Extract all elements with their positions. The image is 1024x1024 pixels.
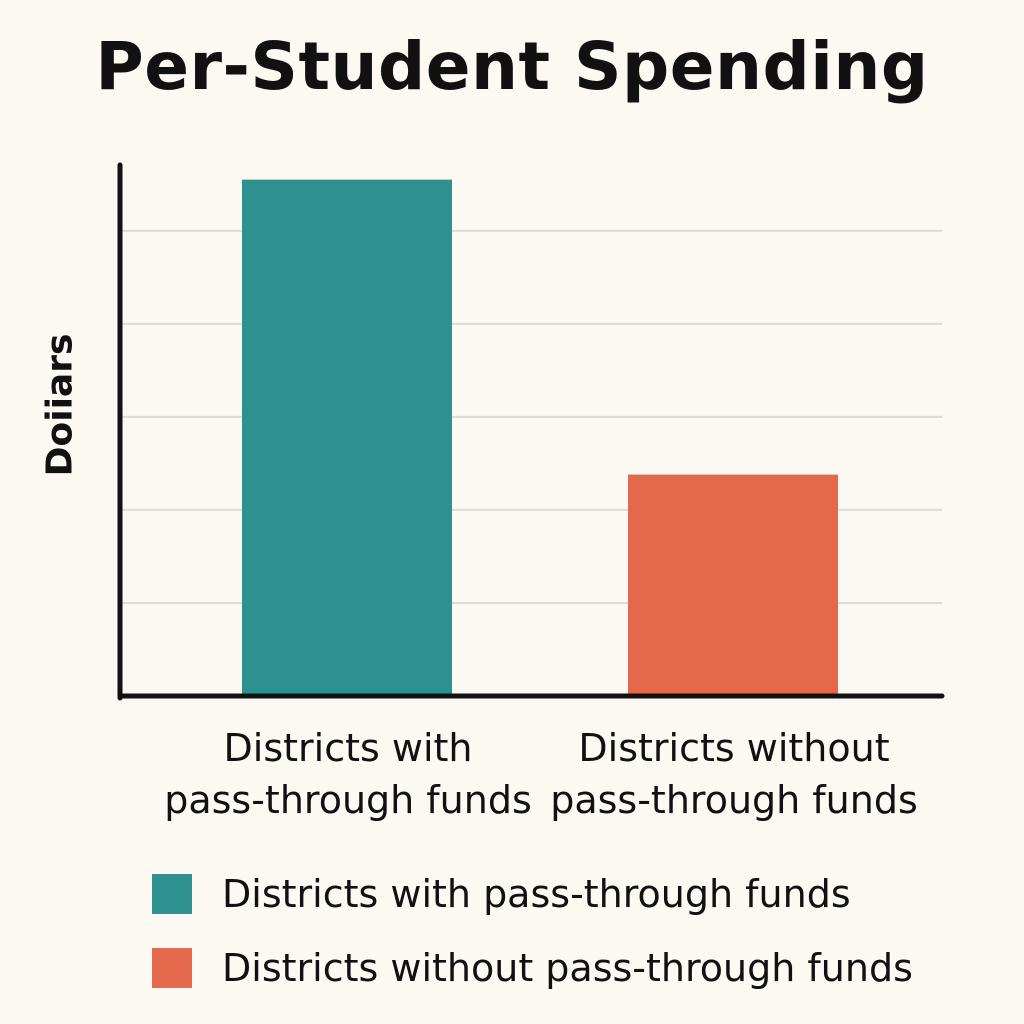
legend-item-with-funds: Districts with pass-through funds	[152, 870, 913, 918]
legend-swatch-without-funds	[152, 948, 192, 988]
x-tick-label-without-funds: Districts without pass-through funds	[550, 726, 918, 822]
bar-1	[628, 474, 838, 696]
legend: Districts with pass-through funds Distri…	[152, 870, 913, 1018]
chart-title: Per-Student Spending	[95, 28, 929, 105]
legend-label-without-funds: Districts without pass-through funds	[222, 946, 913, 990]
legend-label-with-funds: Districts with pass-through funds	[222, 872, 851, 916]
legend-swatch-with-funds	[152, 874, 192, 914]
x-tick-label-with-funds: Districts with pass-through funds	[164, 726, 532, 822]
legend-item-without-funds: Districts without pass-through funds	[152, 944, 913, 992]
bar-0	[242, 179, 452, 696]
